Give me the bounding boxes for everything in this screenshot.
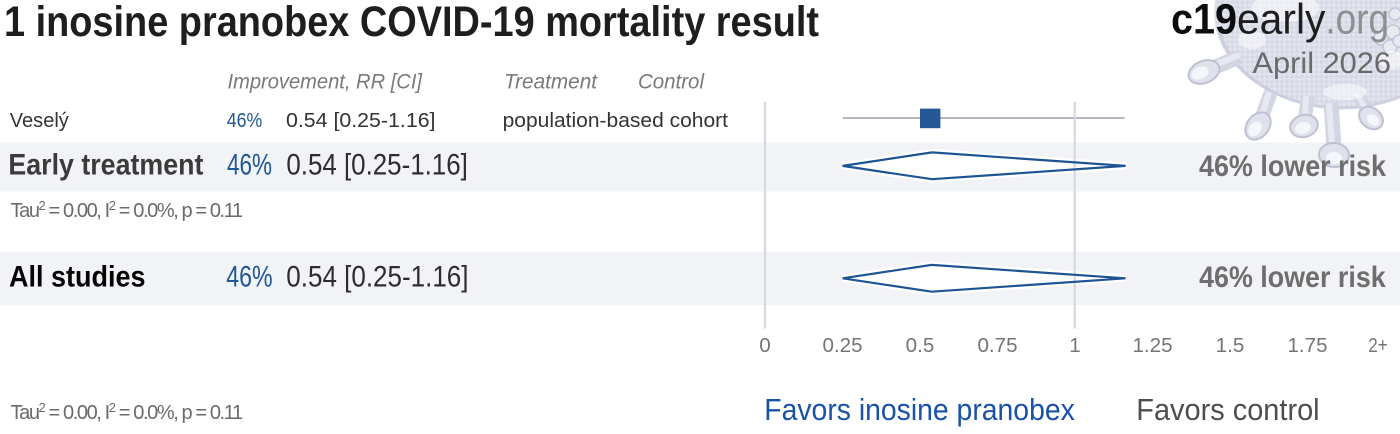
svg-text:0.25: 0.25 (822, 334, 862, 357)
svg-text:.org: .org (1325, 0, 1389, 44)
svg-text:1: 1 (1069, 334, 1080, 357)
svg-text:Treatment: Treatment (504, 69, 598, 93)
svg-text:1.75: 1.75 (1287, 334, 1327, 357)
svg-text:Favors inosine pranobex: Favors inosine pranobex (764, 392, 1075, 427)
svg-text:46% lower risk: 46% lower risk (1199, 150, 1386, 183)
svg-text:2+: 2+ (1368, 334, 1388, 357)
svg-text:0.54 [0.25-1.16]: 0.54 [0.25-1.16] (286, 148, 467, 181)
svg-text:Favors control: Favors control (1136, 392, 1319, 427)
svg-text:Tau2 = 0.00, I2 = 0.0%, p = 0.: Tau2 = 0.00, I2 = 0.0%, p = 0.11 (11, 400, 243, 424)
svg-text:1.25: 1.25 (1132, 334, 1172, 357)
svg-text:c19: c19 (1171, 0, 1237, 44)
svg-text:Early treatment: Early treatment (8, 148, 203, 181)
svg-text:46%: 46% (227, 109, 262, 132)
svg-text:early: early (1237, 0, 1326, 44)
svg-text:Control: Control (638, 69, 705, 93)
svg-text:46%: 46% (226, 261, 272, 294)
svg-text:population-based cohort: population-based cohort (503, 109, 729, 132)
svg-text:0.75: 0.75 (977, 334, 1017, 357)
svg-text:0.5: 0.5 (906, 334, 935, 357)
svg-text:46%: 46% (227, 148, 272, 181)
svg-text:All studies: All studies (9, 261, 146, 294)
svg-text:Tau2 = 0.00, I2 = 0.0%, p = 0.: Tau2 = 0.00, I2 = 0.0%, p = 0.11 (11, 198, 243, 222)
svg-text:0.54 [0.25-1.16]: 0.54 [0.25-1.16] (286, 109, 436, 132)
svg-text:Veselý: Veselý (10, 109, 70, 132)
svg-text:1 inosine pranobex COVID-19 mo: 1 inosine pranobex COVID-19 mortality re… (4, 0, 819, 46)
svg-text:Improvement, RR [CI]: Improvement, RR [CI] (228, 69, 423, 93)
svg-text:0.54 [0.25-1.16]: 0.54 [0.25-1.16] (286, 261, 468, 294)
svg-text:1.5: 1.5 (1216, 334, 1245, 357)
svg-text:April 2026: April 2026 (1253, 47, 1392, 80)
svg-text:0: 0 (759, 334, 770, 357)
svg-text:46% lower risk: 46% lower risk (1199, 261, 1386, 294)
